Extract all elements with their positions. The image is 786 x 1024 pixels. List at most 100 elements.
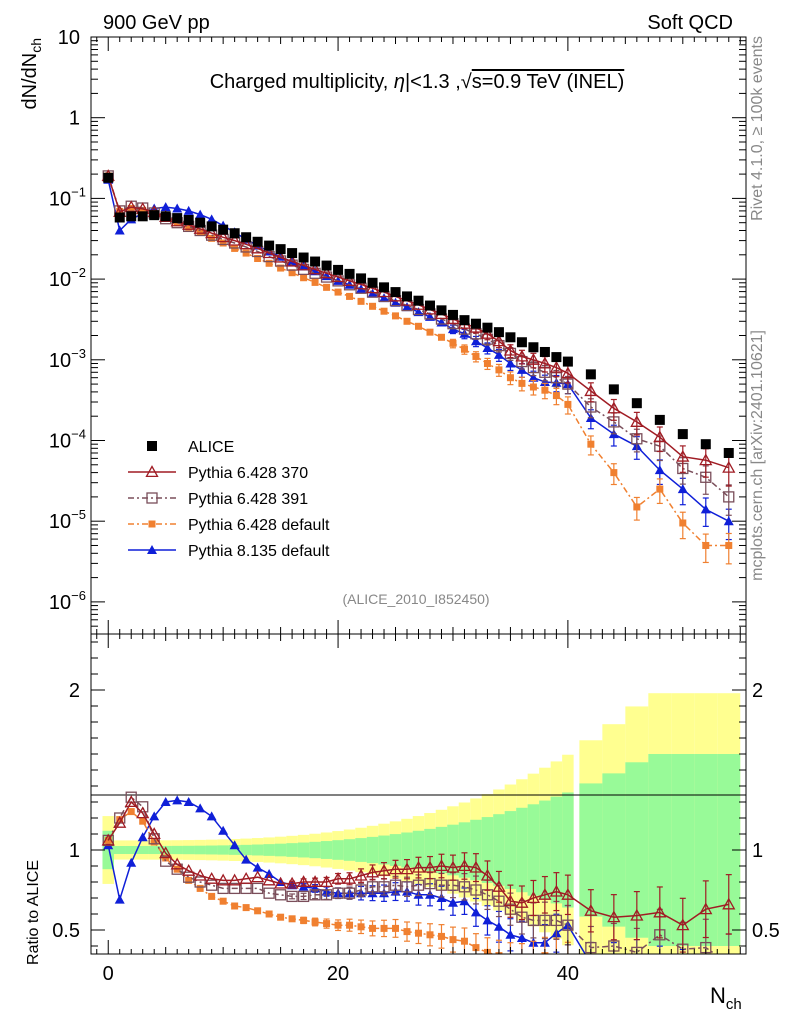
ratio-point-pdef	[311, 918, 319, 926]
data-point-alice	[402, 291, 413, 302]
data-point-p370	[699, 453, 713, 466]
ratio-point-p370	[308, 875, 322, 888]
x-tick-label: 40	[557, 963, 579, 985]
data-point-alice	[700, 439, 711, 450]
data-point-pdef	[311, 278, 319, 286]
ratio-point-pdef	[449, 936, 457, 944]
ratio-point-pdef	[587, 984, 594, 991]
y-tick-label: 10	[58, 27, 80, 49]
ratio-uncertainty-band-inner	[378, 835, 390, 865]
data-point-p391	[723, 491, 735, 503]
data-point-pdef	[288, 269, 296, 277]
ratio-point-p8	[137, 832, 148, 842]
data-point-alice	[470, 318, 481, 329]
ratio-point-p391	[194, 876, 206, 888]
y-tick-label: 1	[69, 108, 80, 130]
ratio-uncertainty-band-inner	[550, 796, 563, 904]
y-tick-label: 10−1	[49, 184, 86, 210]
legend-label-alice: ALICE	[188, 439, 234, 456]
data-point-p370	[342, 274, 357, 286]
data-point-p370	[653, 430, 667, 443]
ratio-uncertainty-band-inner	[504, 811, 517, 889]
y-tick-label: 10−6	[49, 588, 86, 614]
data-point-p8	[654, 465, 665, 475]
data-point-pdef	[277, 264, 285, 272]
data-point-pdef	[369, 302, 377, 310]
ratio-uncertainty-band-inner	[355, 838, 367, 862]
ratio-uncertainty-band-inner	[648, 754, 672, 946]
ratio-point-p370	[457, 859, 472, 872]
ratio-uncertainty-band-inner	[412, 830, 425, 870]
ratio-point-pdef	[242, 904, 250, 912]
ratio-uncertainty-band-inner	[240, 844, 252, 856]
data-point-alice	[137, 211, 148, 222]
ratio-point-p370	[526, 891, 541, 904]
ratio-point-p370	[423, 860, 437, 873]
ratio-point-p8	[241, 854, 252, 864]
ratio-point-p391	[550, 914, 563, 927]
y-tick-label-exponent: −2	[71, 265, 86, 280]
data-point-p8	[528, 372, 539, 382]
ratio-point-p370	[411, 860, 426, 873]
ratio-uncertainty-band-inner	[435, 826, 448, 874]
ratio-point-pdef	[380, 924, 388, 932]
data-point-alice	[333, 264, 344, 275]
ratio-point-p391	[251, 882, 264, 895]
ratio-uncertainty-band-inner	[217, 845, 229, 855]
y-tick-label-mantissa: 10	[49, 511, 71, 533]
ratio-point-pdef	[127, 808, 135, 816]
series-alice	[103, 172, 734, 458]
legend-marker-p8	[147, 545, 157, 554]
ratio-tick-label-left: 0.5	[52, 920, 80, 942]
ratio-tick-label-right: 0.5	[752, 920, 780, 942]
ratio-uncertainty-band-inner	[602, 773, 626, 927]
ratio-uncertainty-band-inner	[717, 754, 741, 946]
ratio-point-pdef	[403, 928, 411, 936]
data-point-p8	[390, 297, 401, 307]
data-point-pdef	[139, 206, 147, 214]
ratio-point-p391	[366, 881, 379, 893]
data-point-alice	[424, 300, 435, 311]
data-point-alice	[126, 211, 137, 222]
data-point-pdef	[472, 352, 480, 360]
ratio-uncertainty-band-inner	[470, 819, 482, 881]
data-point-p8	[402, 302, 413, 312]
ratio-point-pdef	[254, 907, 262, 915]
ratio-point-p370	[113, 815, 127, 828]
data-point-alice	[379, 282, 390, 293]
data-point-alice	[229, 228, 240, 239]
ratio-point-p370	[274, 876, 288, 889]
y-tick-label-mantissa: 10	[49, 592, 71, 614]
data-point-pdef	[449, 339, 457, 347]
ratio-tick-label-left: 1	[69, 840, 80, 862]
ratio-point-p370	[699, 902, 713, 915]
ratio-point-p370	[365, 865, 380, 878]
ratio-uncertainty-band-inner	[493, 814, 505, 886]
ratio-point-p391	[470, 884, 482, 896]
data-point-pdef	[392, 312, 400, 320]
data-point-pdef	[426, 328, 434, 336]
x-axis-title: Nch	[710, 983, 742, 1013]
data-point-p370	[561, 366, 575, 379]
data-point-alice	[206, 221, 217, 232]
ratio-point-p8	[586, 959, 596, 968]
ratio-uncertainty-band-inner	[251, 844, 264, 856]
mcplots-credit-label: mcplots.cern.ch [arXiv:2401.10621]	[749, 330, 766, 581]
data-point-alice	[356, 273, 367, 284]
y-tick-label: 10−2	[49, 265, 86, 291]
data-point-pdef	[725, 541, 733, 549]
data-point-alice	[321, 260, 332, 271]
data-point-p370	[216, 230, 230, 243]
ratio-y-axis-title: Ratio to ALICE	[25, 860, 42, 965]
data-point-pdef	[518, 379, 526, 387]
ratio-point-p8	[172, 795, 183, 805]
ratio-point-p370	[492, 879, 506, 892]
ratio-point-p370	[503, 894, 518, 907]
ratio-uncertainty-band-inner	[159, 845, 172, 855]
data-point-alice	[482, 322, 493, 333]
legend-marker-alice	[147, 441, 157, 451]
ratio-point-p370	[170, 857, 184, 870]
ratio-point-p8	[447, 897, 458, 907]
data-point-p8	[470, 336, 481, 346]
data-point-p8	[505, 358, 516, 368]
